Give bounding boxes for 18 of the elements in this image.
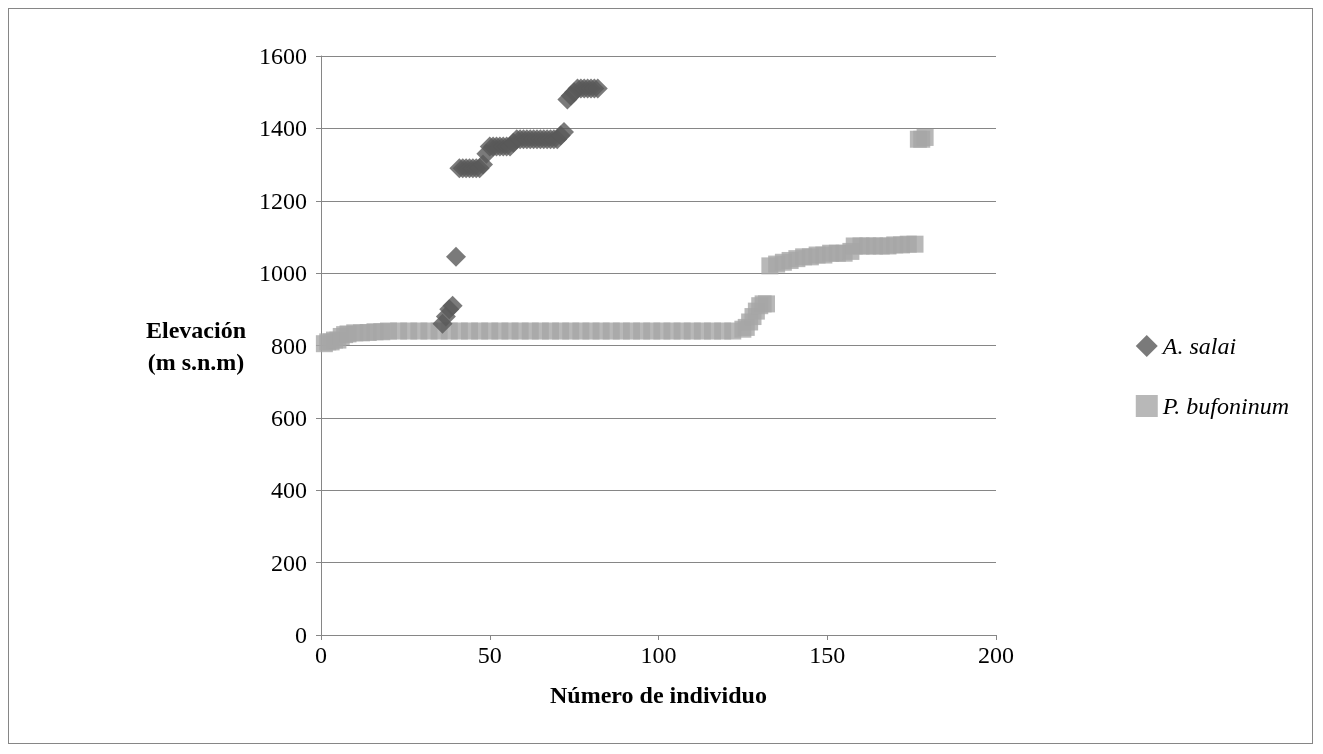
x-tick-label: 150 [809, 642, 846, 668]
x-tick-label: 0 [315, 642, 327, 668]
y-axis-title: Elevación (m s.n.m) [146, 316, 246, 375]
y-tick-label: 400 [271, 477, 307, 504]
x-tick-label: 200 [978, 642, 1014, 668]
y-tick-label: 0 [295, 622, 307, 648]
x-axis-title: Número de individuo [550, 682, 767, 708]
legend-label: P. bufoninum [1161, 393, 1289, 419]
x-tick-label: 100 [640, 642, 677, 668]
y-tick-label: 1200 [259, 187, 307, 214]
y-tick-label: 1400 [259, 115, 307, 142]
y-tick-label: 200 [271, 549, 307, 576]
y-tick-label: 1600 [259, 43, 307, 69]
x-tick-label: 50 [477, 642, 502, 668]
y-tick-label: 800 [271, 332, 307, 359]
legend-label: A. salai [1160, 333, 1237, 359]
y-tick-label: 600 [271, 404, 307, 431]
y-tick-label: 1000 [259, 260, 307, 287]
